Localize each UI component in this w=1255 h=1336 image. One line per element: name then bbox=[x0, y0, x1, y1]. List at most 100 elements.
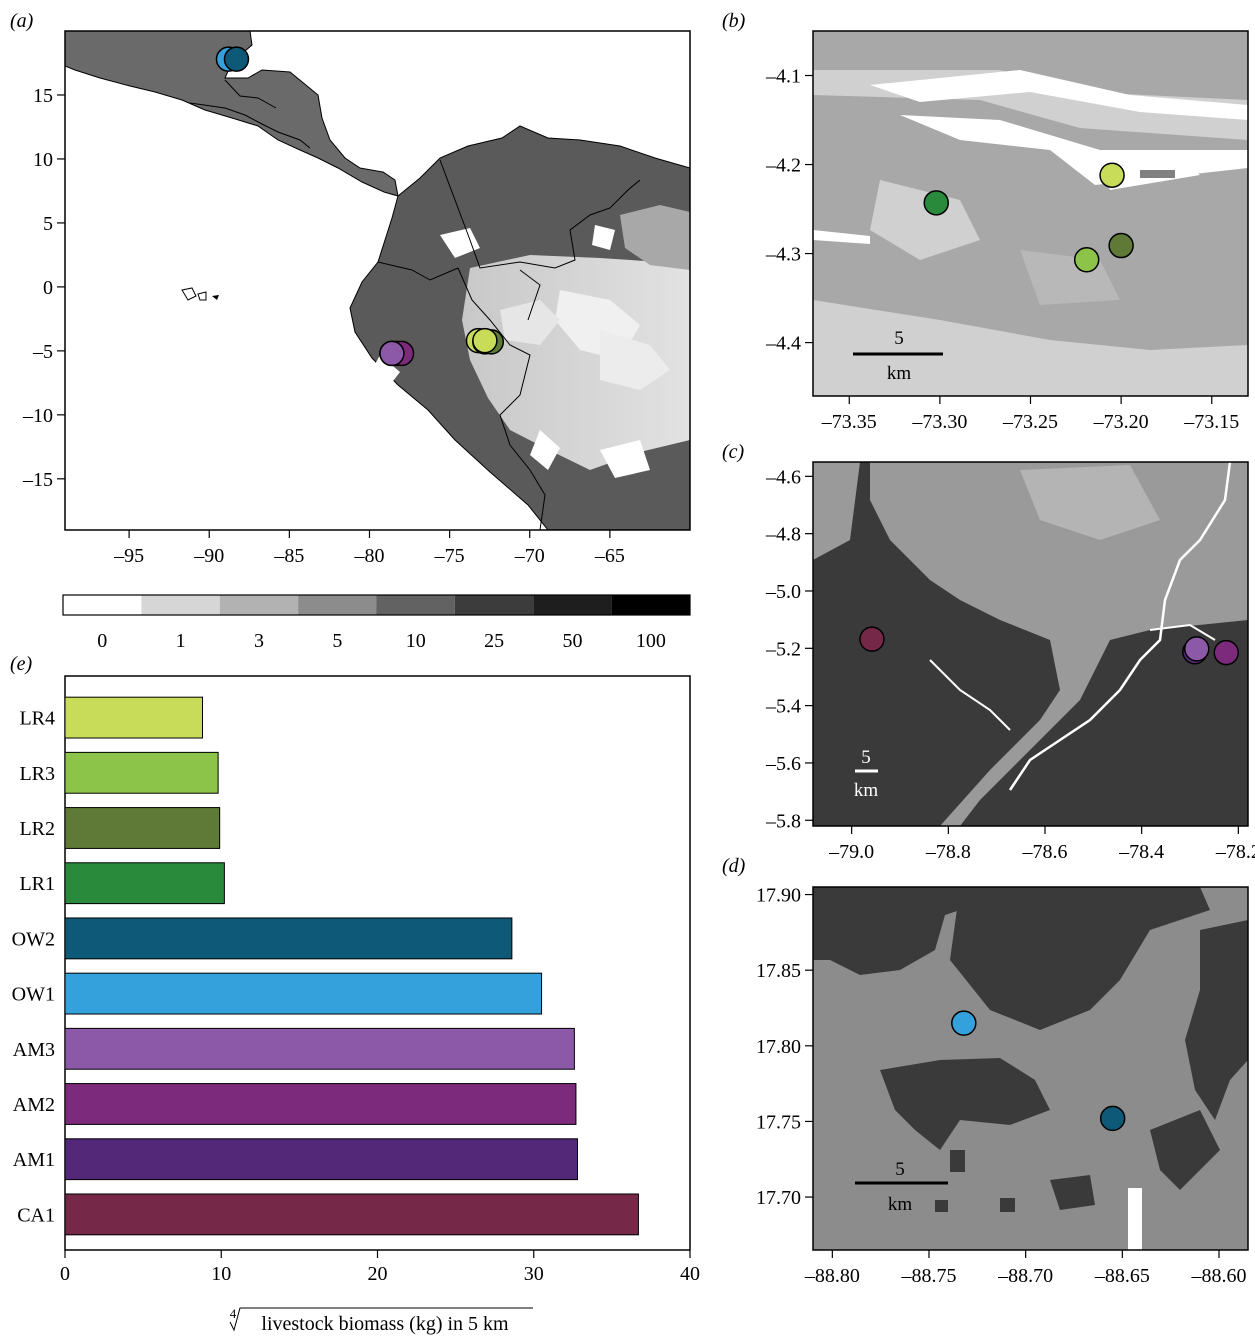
point-0 bbox=[859, 626, 885, 652]
category-label: LR4 bbox=[19, 708, 55, 730]
axes-c: –79.0 –78.8 –78.6 –78.4 –78.2 –4.6 –4.8 –5.0 –5.… bbox=[765, 466, 1255, 863]
scale-bar-d: 5 km bbox=[855, 1159, 948, 1215]
category-label: CA1 bbox=[17, 1204, 55, 1226]
x-tick-label: –78.2 bbox=[1215, 841, 1255, 863]
axes-frame-d bbox=[812, 886, 1249, 1251]
panel-label-e: (e) bbox=[10, 653, 33, 675]
x-tick-label: –73.15 bbox=[1183, 411, 1239, 433]
x-tick-label: 40 bbox=[680, 1263, 700, 1285]
y-tick-label: 17.80 bbox=[756, 1036, 801, 1058]
y-tick-label: –4.6 bbox=[765, 466, 801, 488]
axes-d: –88.80 –88.75 –88.70 –88.65 –88.60 17.90 17.85… bbox=[756, 885, 1247, 1287]
colorbar-label: 0 bbox=[97, 630, 107, 652]
y-tick-label: –5.2 bbox=[765, 638, 801, 660]
y-tick-label: –5.6 bbox=[765, 753, 801, 775]
y-tick-label: 17.85 bbox=[756, 960, 801, 982]
map-a-background bbox=[65, 31, 690, 530]
y-tick-label: –4.4 bbox=[765, 333, 801, 355]
x-tick-label: 10 bbox=[211, 1263, 231, 1285]
point-2 bbox=[1108, 232, 1134, 259]
y-tick-label: 17.75 bbox=[756, 1111, 801, 1133]
x-tick-label: –88.80 bbox=[804, 1265, 860, 1287]
scale-bar-b: 5 km bbox=[853, 328, 943, 384]
axes-frame-c bbox=[812, 461, 1249, 827]
scale-value-c: 5 bbox=[861, 747, 871, 768]
x-tick-label: –88.65 bbox=[1094, 1265, 1150, 1287]
category-label: AM3 bbox=[13, 1039, 55, 1061]
x-tick-label: –73.35 bbox=[821, 411, 877, 433]
category-label: LR1 bbox=[19, 873, 55, 895]
panel-label-d: (d) bbox=[722, 855, 746, 877]
x-tick-label: –90 bbox=[193, 545, 224, 567]
colorbar-swatch-7 bbox=[611, 595, 690, 615]
point-0 bbox=[923, 190, 949, 216]
x-axis-label-e: 4 livestock biomass (kg) in 5 km bbox=[229, 1306, 533, 1335]
colorbar-label: 25 bbox=[484, 630, 504, 652]
point-5 bbox=[379, 340, 405, 367]
x-tick-label: –80 bbox=[353, 545, 384, 567]
y-tick-label: 17.90 bbox=[756, 885, 801, 907]
bar-LR3 bbox=[64, 751, 219, 794]
bars-e bbox=[64, 696, 639, 1236]
panel-label-a: (a) bbox=[10, 10, 34, 32]
colorbar-swatch-1 bbox=[141, 595, 220, 615]
point-0 bbox=[951, 1010, 977, 1036]
scale-unit-c: km bbox=[854, 780, 879, 801]
colorbar-frame bbox=[62, 594, 691, 616]
colorbar-swatch-2 bbox=[219, 595, 299, 615]
category-label: OW2 bbox=[12, 928, 55, 950]
y-tick-label: –4.8 bbox=[765, 524, 801, 546]
category-label: AM2 bbox=[13, 1094, 55, 1116]
map-b-background bbox=[813, 31, 1248, 396]
point-2 bbox=[1184, 636, 1210, 662]
scale-value-d: 5 bbox=[895, 1159, 905, 1180]
y-tick-label: –4.3 bbox=[765, 244, 801, 266]
points-c bbox=[859, 626, 1239, 666]
y-tick-label: –5.0 bbox=[765, 581, 801, 603]
point-9 bbox=[472, 327, 498, 354]
point-3 bbox=[1213, 639, 1239, 666]
points-b bbox=[923, 162, 1134, 273]
x-axis-label-text: livestock biomass (kg) in 5 km bbox=[261, 1313, 509, 1335]
x-axis-label-root-index: 4 bbox=[230, 1306, 237, 1321]
colorbar-swatch-5 bbox=[454, 595, 534, 615]
point-1 bbox=[223, 46, 250, 72]
map-d-background bbox=[813, 887, 1248, 1250]
bar-AM3 bbox=[64, 1027, 575, 1070]
x-tick-label: –88.60 bbox=[1191, 1265, 1247, 1287]
points-d bbox=[951, 1010, 1126, 1132]
panel-label-b: (b) bbox=[722, 10, 746, 32]
map-c-background bbox=[813, 462, 1248, 826]
x-tick-label: –73.30 bbox=[911, 411, 967, 433]
x-tick-label: –78.6 bbox=[1022, 841, 1068, 863]
colorbar-legend: 0 1 3 5 10 25 50 100 bbox=[62, 594, 691, 652]
x-tick-label: 0 bbox=[60, 1263, 70, 1285]
colorbar-swatch-4 bbox=[376, 595, 455, 615]
bar-AM1 bbox=[64, 1138, 578, 1181]
point-1 bbox=[1099, 162, 1125, 188]
points-a bbox=[215, 46, 505, 367]
colorbar-swatch-3 bbox=[298, 595, 377, 615]
scale-bar-c: 5 km bbox=[854, 747, 879, 801]
x-tick-label: –88.75 bbox=[901, 1265, 957, 1287]
scale-unit-d: km bbox=[888, 1194, 913, 1215]
axes-frame-a bbox=[64, 30, 691, 531]
bar-OW2 bbox=[64, 917, 513, 960]
colorbar-label: 50 bbox=[562, 630, 582, 652]
y-tick-label: –5.4 bbox=[765, 696, 801, 718]
y-tick-label: –15 bbox=[22, 469, 53, 491]
y-tick-label: –5.8 bbox=[765, 810, 801, 832]
x-tick-label: –70 bbox=[514, 545, 545, 567]
x-tick-label: –73.20 bbox=[1093, 411, 1149, 433]
axes-e: LR4 LR3 LR2 LR1 OW2 OW1 AM3 AM2 AM1 CA1 0 10 20 30 40 bbox=[12, 708, 700, 1285]
x-tick-label: –85 bbox=[273, 545, 304, 567]
axes-a: –95 –90 –85 –80 –75 –70 –65 15 10 5 0 –5 –10 –15 bbox=[22, 85, 625, 567]
x-tick-label: 30 bbox=[524, 1263, 544, 1285]
scale-value-b: 5 bbox=[894, 328, 904, 349]
bar-CA1 bbox=[64, 1193, 639, 1236]
x-tick-label: –88.70 bbox=[997, 1265, 1053, 1287]
bar-AM2 bbox=[64, 1083, 577, 1125]
category-label: LR3 bbox=[19, 763, 55, 785]
y-tick-label: –4.2 bbox=[765, 155, 801, 177]
